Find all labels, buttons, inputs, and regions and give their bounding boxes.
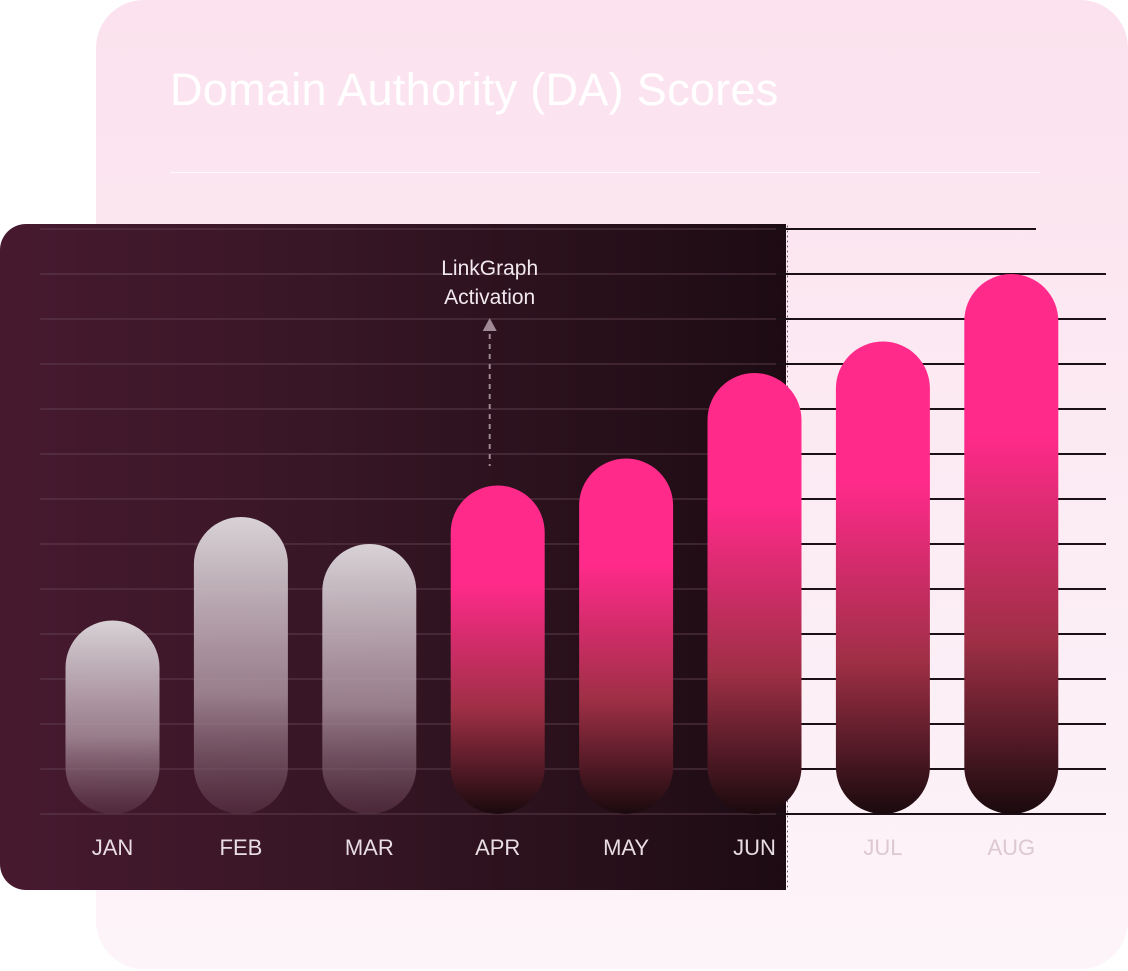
x-tick-label: JAN [92,835,134,860]
bar-jul [835,341,930,814]
x-tick-label: MAY [603,835,649,860]
bar-may [579,458,674,814]
x-tick-label: AUG [987,835,1035,860]
x-tick-label: JUN [733,835,776,860]
bar-aug [964,274,1059,814]
bar-jan [65,620,160,814]
bar-jun [707,373,802,814]
bars [65,274,1059,814]
bar-feb [193,517,288,814]
x-tick-label: FEB [220,835,263,860]
x-axis-labels: JAN FEB MAR APR MAY JUN JUL AUG [92,835,1035,860]
bar-mar [322,544,417,814]
x-tick-label: JUL [863,835,902,860]
x-tick-label: APR [475,835,520,860]
bar-apr [450,485,545,814]
title-divider [170,172,1040,173]
annotation-label: LinkGraph [441,257,538,280]
chart-title: Domain Authority (DA) Scores [170,64,779,115]
annotation-linkgraph-activation: LinkGraph Activation [441,257,538,466]
annotation-label: Activation [444,286,535,309]
annotation-arrow-icon [482,318,497,331]
x-tick-label: MAR [345,835,394,860]
